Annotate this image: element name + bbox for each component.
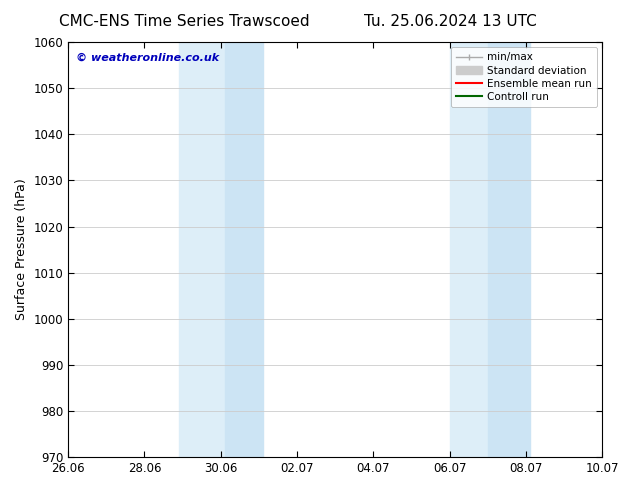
- Bar: [450, 42, 488, 457]
- Legend: min/max, Standard deviation, Ensemble mean run, Controll run: min/max, Standard deviation, Ensemble me…: [451, 47, 597, 107]
- Bar: [179, 42, 224, 457]
- Bar: [224, 42, 262, 457]
- Text: © weatheronline.co.uk: © weatheronline.co.uk: [76, 52, 219, 62]
- Text: CMC-ENS Time Series Trawscoed: CMC-ENS Time Series Trawscoed: [58, 14, 309, 29]
- Y-axis label: Surface Pressure (hPa): Surface Pressure (hPa): [15, 179, 28, 320]
- Text: Tu. 25.06.2024 13 UTC: Tu. 25.06.2024 13 UTC: [364, 14, 536, 29]
- Bar: [488, 42, 530, 457]
